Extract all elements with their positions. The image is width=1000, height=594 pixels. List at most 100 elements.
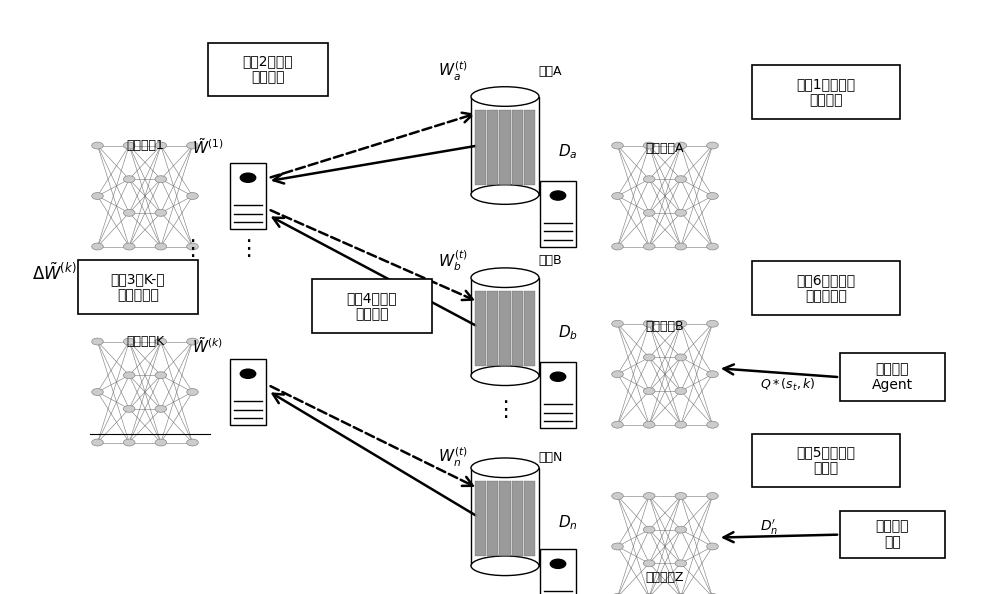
Text: $D_a$: $D_a$ xyxy=(558,142,578,161)
Bar xyxy=(471,468,539,565)
Circle shape xyxy=(155,210,167,216)
Circle shape xyxy=(155,338,167,345)
Text: 聚合模型K: 聚合模型K xyxy=(126,335,164,348)
Text: $D_n$: $D_n$ xyxy=(558,513,578,532)
Ellipse shape xyxy=(471,268,539,287)
Circle shape xyxy=(123,176,135,182)
Bar xyxy=(540,181,576,247)
Bar xyxy=(475,110,486,185)
Circle shape xyxy=(550,372,566,381)
Text: ⋮: ⋮ xyxy=(494,400,516,420)
Circle shape xyxy=(612,492,623,500)
Circle shape xyxy=(187,243,198,250)
Text: 医院N: 医院N xyxy=(538,451,562,464)
Text: $\tilde{W}^{(k)}$: $\tilde{W}^{(k)}$ xyxy=(192,336,223,356)
Circle shape xyxy=(123,439,135,446)
Bar xyxy=(230,359,266,425)
Circle shape xyxy=(92,439,103,446)
Text: 强化学习
Agent: 强化学习 Agent xyxy=(872,362,913,392)
Circle shape xyxy=(123,210,135,216)
Text: 医院A: 医院A xyxy=(538,65,562,78)
Circle shape xyxy=(643,421,655,428)
Circle shape xyxy=(643,142,655,149)
Circle shape xyxy=(675,176,687,182)
Text: $D_n'$: $D_n'$ xyxy=(760,518,778,537)
Bar xyxy=(840,511,945,558)
Text: $W_b^{(t)}$: $W_b^{(t)}$ xyxy=(438,248,468,273)
Circle shape xyxy=(123,338,135,345)
Text: 步骤6：强化学
习参数更新: 步骤6：强化学 习参数更新 xyxy=(796,273,856,303)
Circle shape xyxy=(550,191,566,200)
Bar xyxy=(475,482,486,556)
Text: $W_a^{(t)}$: $W_a^{(t)}$ xyxy=(438,59,468,83)
Text: 步骤1：初始化
本地模型: 步骤1：初始化 本地模型 xyxy=(796,77,856,107)
Circle shape xyxy=(123,372,135,378)
Circle shape xyxy=(187,439,198,446)
Ellipse shape xyxy=(471,556,539,576)
Bar xyxy=(524,482,535,556)
Circle shape xyxy=(707,543,718,550)
Bar xyxy=(512,292,523,366)
Bar xyxy=(487,292,498,366)
Circle shape xyxy=(612,421,623,428)
Text: 步骤5：主动学
习更新: 步骤5：主动学 习更新 xyxy=(796,446,856,475)
Bar xyxy=(752,65,900,119)
Circle shape xyxy=(155,176,167,182)
Circle shape xyxy=(92,388,103,396)
Circle shape xyxy=(643,526,655,533)
Bar xyxy=(499,292,511,366)
Circle shape xyxy=(92,338,103,345)
Circle shape xyxy=(675,421,687,428)
Text: ⋮: ⋮ xyxy=(181,239,203,260)
Circle shape xyxy=(643,176,655,182)
Circle shape xyxy=(643,388,655,394)
Ellipse shape xyxy=(471,366,539,386)
Circle shape xyxy=(612,142,623,149)
Circle shape xyxy=(675,210,687,216)
Bar xyxy=(524,292,535,366)
Circle shape xyxy=(675,560,687,567)
Circle shape xyxy=(707,192,718,200)
Bar xyxy=(499,482,511,556)
Circle shape xyxy=(643,560,655,567)
Text: ⋮: ⋮ xyxy=(237,239,259,260)
Circle shape xyxy=(92,192,103,200)
Circle shape xyxy=(240,369,256,378)
Circle shape xyxy=(155,372,167,378)
Circle shape xyxy=(123,142,135,149)
Circle shape xyxy=(187,142,198,149)
Bar xyxy=(471,278,539,376)
Circle shape xyxy=(155,142,167,149)
Circle shape xyxy=(155,243,167,250)
Text: 步骤3：K-中
心模型聚合: 步骤3：K-中 心模型聚合 xyxy=(111,272,165,302)
Ellipse shape xyxy=(471,87,539,106)
Circle shape xyxy=(612,320,623,327)
Text: 医院B: 医院B xyxy=(538,254,562,267)
Bar xyxy=(499,110,511,185)
Circle shape xyxy=(187,192,198,200)
Text: 本地模型B: 本地模型B xyxy=(646,320,684,333)
Text: 步骤2：上传
模型参数: 步骤2：上传 模型参数 xyxy=(243,55,293,84)
Bar xyxy=(512,482,523,556)
Circle shape xyxy=(187,388,198,396)
Bar xyxy=(487,110,498,185)
Circle shape xyxy=(675,492,687,500)
Circle shape xyxy=(643,492,655,500)
Circle shape xyxy=(675,142,687,149)
Text: $Q*(s_t,k)$: $Q*(s_t,k)$ xyxy=(760,377,816,393)
Bar xyxy=(512,110,523,185)
Circle shape xyxy=(707,142,718,149)
Bar xyxy=(840,353,945,401)
Ellipse shape xyxy=(471,185,539,204)
Circle shape xyxy=(643,243,655,250)
Circle shape xyxy=(675,388,687,394)
Bar xyxy=(471,96,539,195)
Circle shape xyxy=(187,338,198,345)
Circle shape xyxy=(612,543,623,550)
Text: 步骤4：全局
模型分发: 步骤4：全局 模型分发 xyxy=(347,291,397,321)
Bar xyxy=(540,362,576,428)
Bar xyxy=(230,163,266,229)
Circle shape xyxy=(643,354,655,361)
Text: $W_n^{(t)}$: $W_n^{(t)}$ xyxy=(438,446,468,469)
Text: $\Delta\tilde{W}^{(k)}$: $\Delta\tilde{W}^{(k)}$ xyxy=(32,263,77,284)
